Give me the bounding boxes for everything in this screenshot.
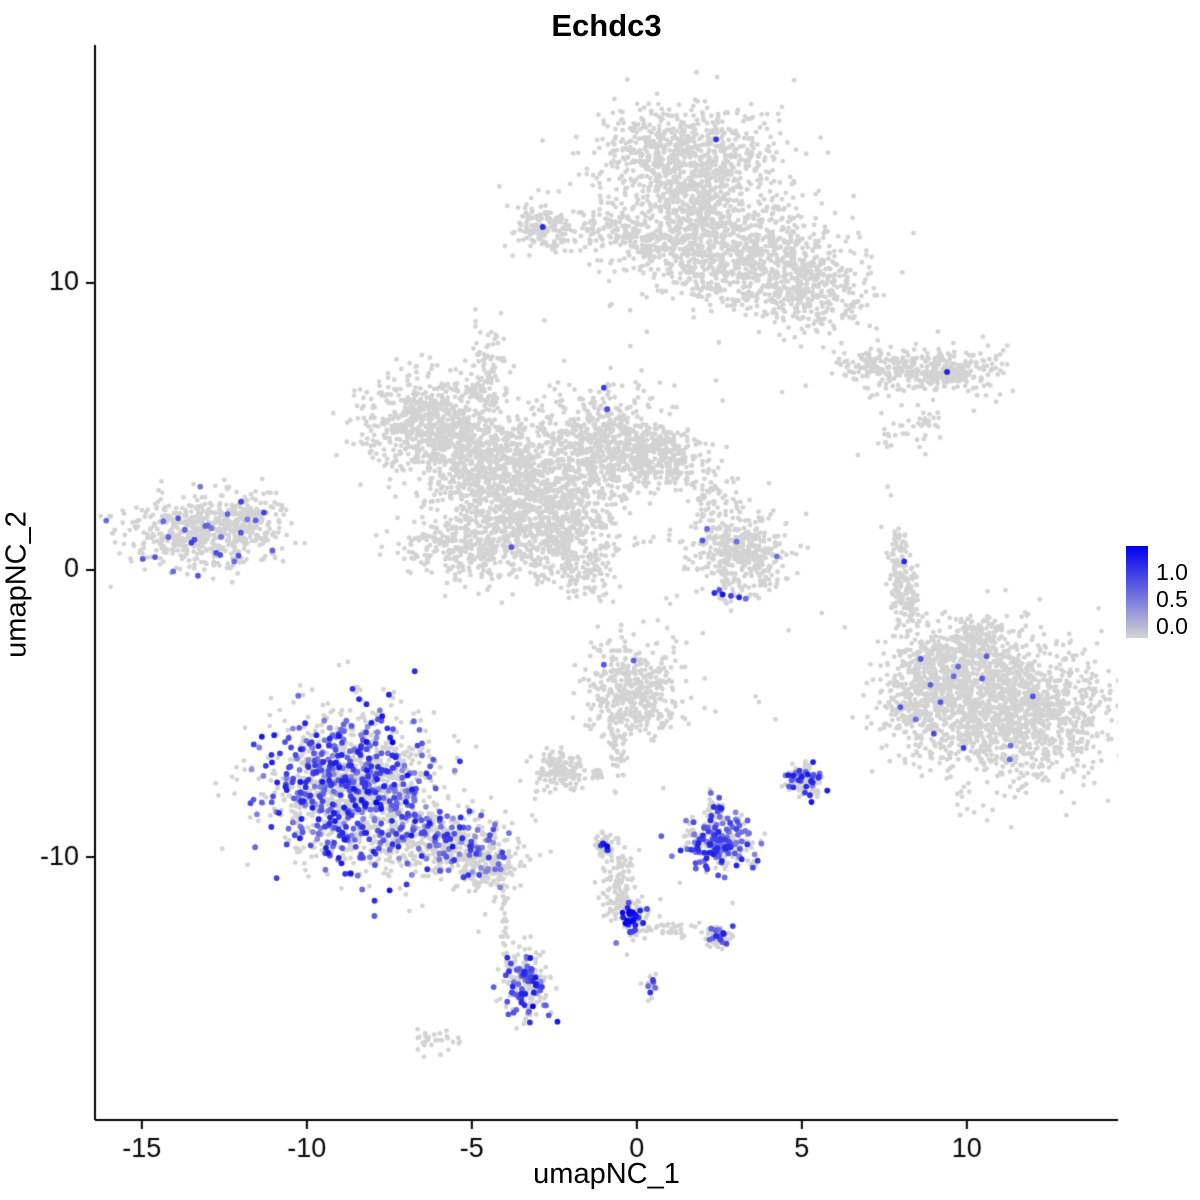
legend-label-high: 1.0 [1156,559,1188,585]
x-axis-label: umapNC_1 [533,1158,680,1190]
legend-label-low: 0.0 [1156,613,1188,639]
plot-title: Echdc3 [551,8,662,43]
legend-gradient-bar [1126,546,1148,638]
legend-labels: 1.0 0.5 0.0 [1156,559,1188,639]
y-axis-label: umapNC_2 [0,511,33,658]
colorbar-legend: 1.0 0.5 0.0 [1126,546,1200,642]
legend-label-mid: 0.5 [1156,586,1188,612]
